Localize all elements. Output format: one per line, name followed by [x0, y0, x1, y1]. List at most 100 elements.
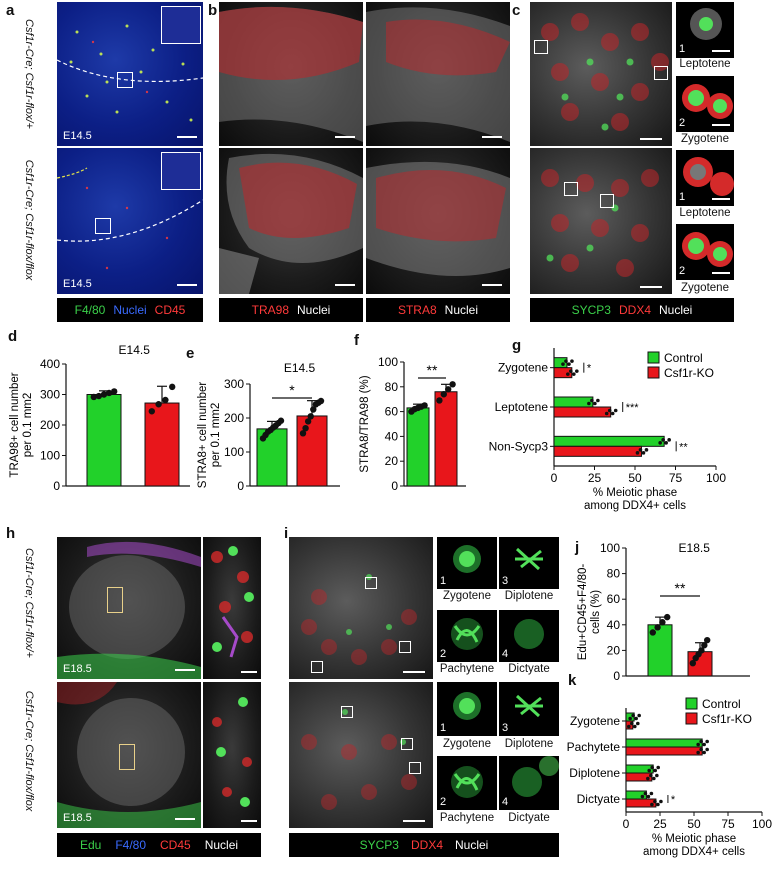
- zoom-tile-c-zygotene-top: 2: [676, 76, 734, 132]
- y-tick-label: 80: [385, 380, 399, 394]
- zoom-h-bottom: [203, 682, 261, 828]
- stage-number: 1: [440, 722, 447, 734]
- bar: [625, 798, 657, 808]
- data-point: [635, 451, 640, 455]
- data-point: [633, 724, 637, 729]
- cells-zoom-h-top: [211, 546, 254, 658]
- data-point: [587, 401, 591, 406]
- y-axis-label: per 0.1 mm2: [22, 393, 34, 458]
- chromosome-zoom: [515, 694, 543, 718]
- data-point: [575, 369, 579, 373]
- scale-bar: [403, 671, 425, 673]
- significance-marker: **: [675, 580, 686, 596]
- category-label: Pachytete: [567, 740, 621, 754]
- category-label: Non-Sycp3: [489, 439, 549, 453]
- micrograph-h-top: E18.5: [57, 537, 201, 679]
- stage-number: 3: [502, 722, 509, 734]
- scale-bar: [241, 671, 257, 673]
- data-point: [649, 791, 654, 796]
- cell-zoom: [690, 8, 722, 40]
- legend-i-ddx4: DDX4: [410, 838, 443, 852]
- data-point: [650, 802, 654, 807]
- roi-box-c-bottom-1: [564, 182, 578, 196]
- data-point: [653, 768, 657, 773]
- bar: [553, 445, 642, 457]
- chromosome-zoom: [515, 547, 543, 571]
- bar: [406, 407, 430, 487]
- data-point: [656, 802, 660, 807]
- legend-b1-tra98: TRA98: [251, 303, 289, 317]
- chart-f: 0 20 40 60 80 100 STRA8/TRA98 (%) **: [359, 355, 466, 493]
- data-point: [561, 362, 565, 366]
- tissue-overlay-a-top: [57, 24, 203, 122]
- bar: [296, 415, 328, 487]
- panel-label-g: g: [512, 337, 522, 354]
- data-point: [701, 642, 708, 649]
- data-point: [705, 747, 709, 752]
- data-point: [567, 362, 571, 366]
- zoom-inset-a-top: [161, 6, 201, 44]
- stage-caption-zygotene-top: Zygotene: [681, 133, 729, 145]
- zoom-tile-c-leptotene-bottom: 1: [676, 150, 734, 206]
- zoom-tile-i-zygotene-bottom: 1: [437, 682, 497, 736]
- scale-bar: [177, 284, 197, 286]
- chart-e: 0 100 200 300 STRA8+ cell number per 0.1 mm2 E…: [197, 361, 340, 493]
- x-tick-label: 100: [706, 471, 726, 485]
- y-tick-label: 100: [224, 445, 244, 459]
- data-point: [658, 441, 662, 445]
- data-point: [634, 716, 638, 721]
- micrograph-b-tra98-top: [219, 2, 363, 146]
- significance-marker: ***: [626, 402, 640, 414]
- y-tick-label: 0: [613, 669, 620, 683]
- x-axis-label: % Meiotic phase: [593, 487, 677, 499]
- roi-box-i-bottom-1: [341, 706, 353, 718]
- bar: [144, 402, 180, 487]
- data-point: [593, 401, 597, 406]
- chromosome-zoom: [453, 545, 481, 573]
- y-axis-label: cells (%): [590, 590, 602, 634]
- legend-i-nuclei: Nuclei: [455, 838, 489, 852]
- bar: [553, 435, 665, 447]
- y-tick-label: 20: [607, 643, 621, 657]
- y-tick-label: 300: [224, 377, 244, 391]
- data-point: [148, 408, 155, 415]
- x-axis-label: among DDX4+ cells: [643, 846, 745, 858]
- data-point: [604, 411, 609, 416]
- data-point: [698, 647, 705, 654]
- chart-title: E18.5: [679, 541, 711, 555]
- chromosome-zoom: [453, 692, 481, 720]
- stage-number: 4: [502, 796, 509, 808]
- scale-bar: [241, 820, 257, 822]
- panel-label-k: k: [568, 672, 577, 689]
- y-tick-label: 20: [385, 454, 399, 468]
- zoom-tile-i-dictyate-top: 4: [499, 610, 559, 662]
- genotype-label-a-top: Csf1r-Cre; Csf1r-flox/+: [23, 19, 35, 129]
- data-point: [644, 448, 649, 452]
- data-point: [699, 739, 703, 744]
- cell-zoom: [683, 157, 734, 196]
- cells-i-bottom: [301, 709, 417, 810]
- data-point: [162, 396, 169, 404]
- roi-box-h-bottom: [119, 744, 135, 770]
- chart-title: E14.5: [119, 343, 151, 357]
- stage-caption-zygotene-i-bottom: Zygotene: [443, 738, 491, 750]
- y-tick-label: 400: [40, 357, 60, 371]
- stage-number: 1: [679, 191, 686, 203]
- stage-caption-dictyate-i-bottom: Dictyate: [508, 812, 550, 824]
- stage-caption-zygotene-i-top: Zygotene: [443, 590, 491, 602]
- chart-area-jk: 0 20 40 60 80 100 Edu+CD45+F4/80- cells (%) E18.…: [567, 541, 773, 858]
- chart-j: 0 20 40 60 80 100 Edu+CD45+F4/80- cells (%) E18.…: [577, 541, 750, 683]
- stage-number: 2: [679, 117, 686, 129]
- tissue-overlay-a-bottom: [57, 167, 203, 270]
- data-point: [90, 393, 98, 401]
- category-label: Zygotene: [570, 714, 620, 728]
- legend-i: SYCP3 DDX4 Nuclei: [289, 833, 559, 857]
- chart-title: E14.5: [284, 361, 316, 375]
- scale-bar: [177, 136, 197, 138]
- scale-bar: [712, 198, 730, 200]
- data-point: [689, 660, 696, 667]
- stage-number: 2: [440, 648, 447, 660]
- genotype-label-h-top: Csf1r-Cre; Csf1r-flox/+: [23, 548, 35, 658]
- y-tick-label: 100: [40, 449, 60, 463]
